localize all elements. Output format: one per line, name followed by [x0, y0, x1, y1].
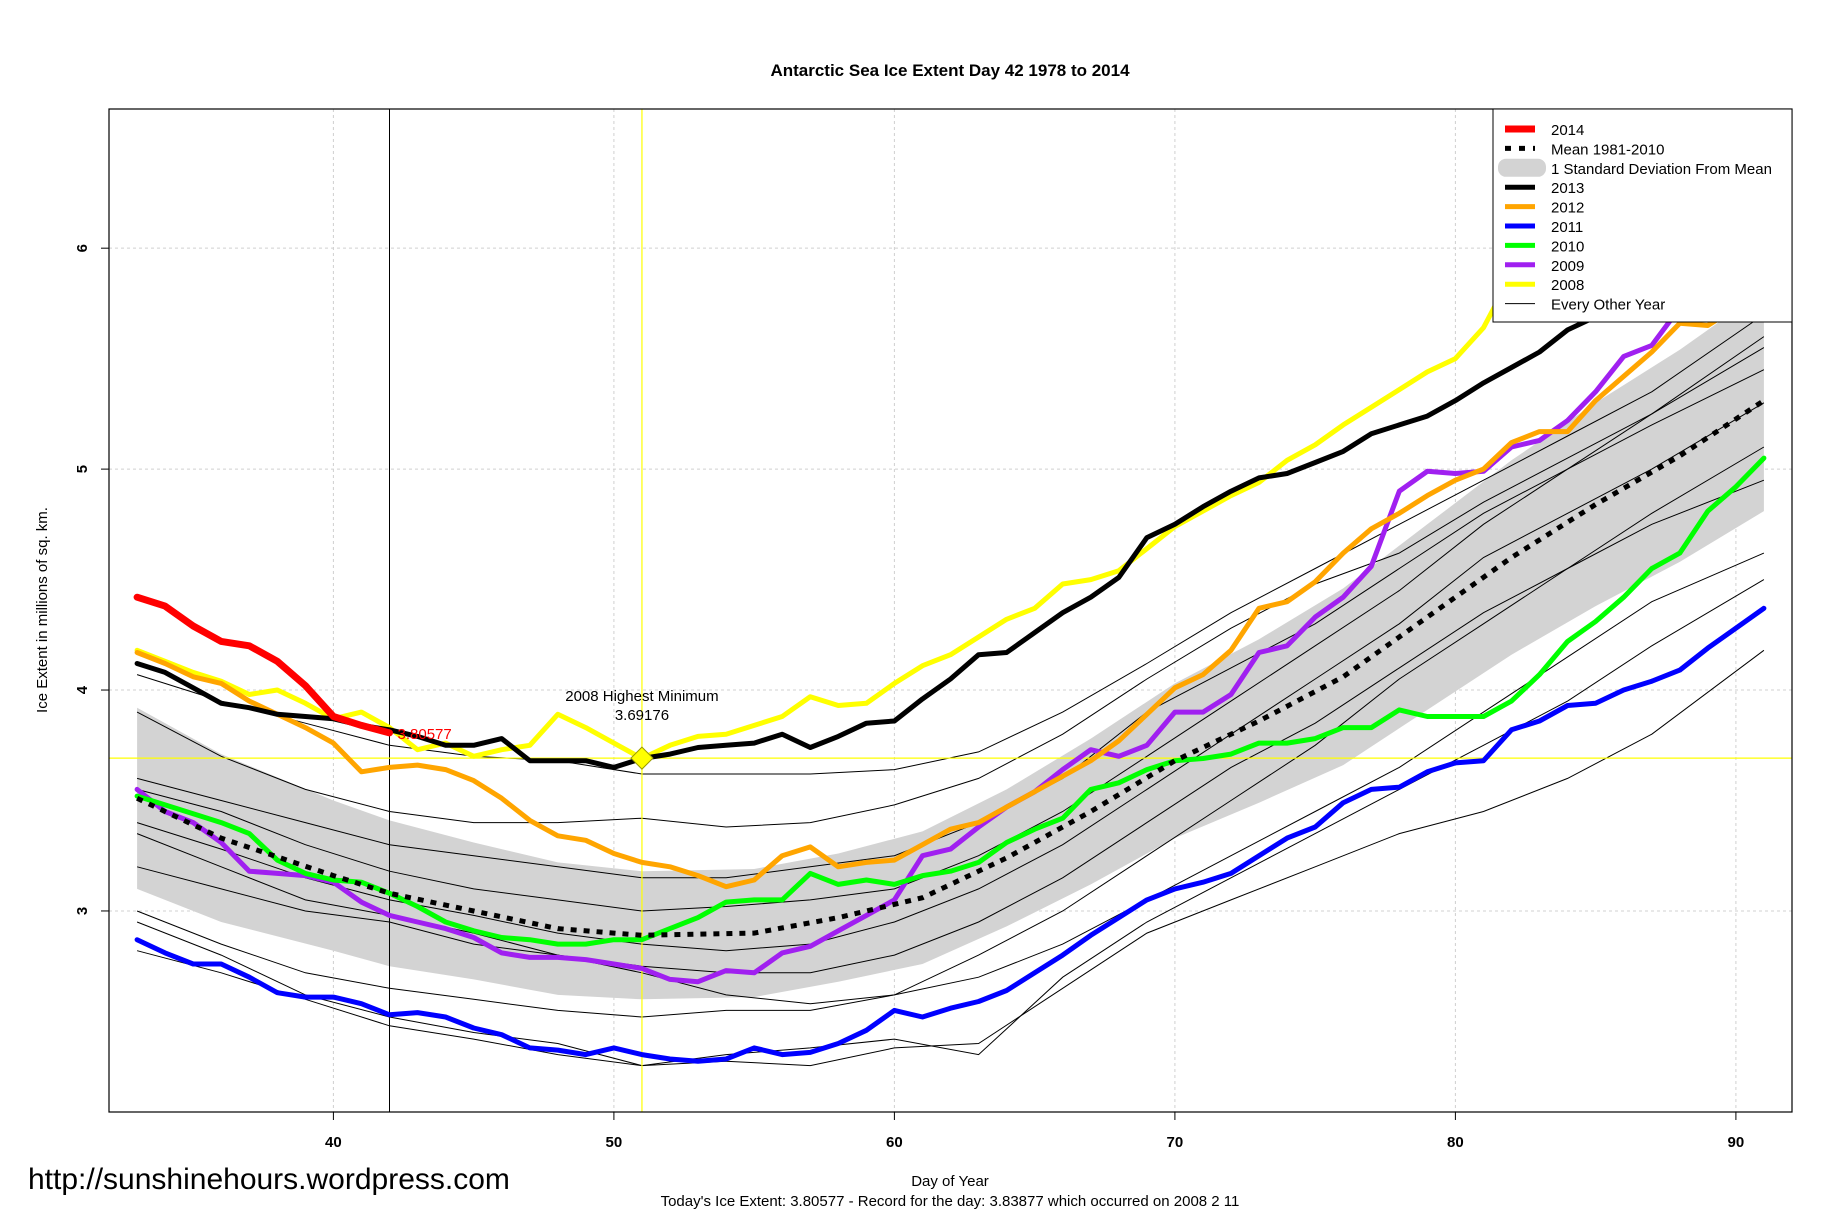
x-tick-label: 50	[606, 1134, 623, 1151]
other-year-line	[136, 314, 1765, 775]
plot-frame	[108, 108, 1793, 1113]
series-line-2011	[134, 605, 1767, 1064]
x-axis-label: Day of Year	[911, 1173, 989, 1190]
legend: 2014 Mean 1981-2010 1 Standard Deviation F…	[1492, 108, 1793, 323]
sd-band-area	[137, 290, 1764, 1000]
legend-box	[1492, 108, 1793, 323]
series-line-2010	[134, 455, 1767, 947]
x-tick-label: 80	[1447, 1134, 1464, 1151]
y-tick-label: 6	[74, 244, 91, 252]
sd-band	[137, 290, 1764, 1000]
legend-item-label: Every Other Year	[1551, 297, 1665, 314]
legend-item-label: Mean 1981-2010	[1551, 141, 1664, 158]
legend-item-label: 2011	[1551, 219, 1583, 236]
legend-item-label: 1 Standard Deviation From Mean	[1551, 161, 1772, 178]
legend-item-label: 2013	[1551, 180, 1584, 197]
other-year-line	[136, 479, 1765, 974]
other-year-line	[136, 649, 1765, 1067]
watermark-url: http://sunshinehours.wordpress.com	[28, 1163, 510, 1196]
annotation-diamond-marker	[630, 746, 654, 770]
x-tick-label: 60	[886, 1134, 903, 1151]
other-year-line	[136, 579, 1765, 1067]
series-line-2014	[133, 593, 393, 737]
annotations: 2008 Highest Minimum 3.69176 3.80577	[398, 688, 719, 770]
other-year-line	[136, 347, 1765, 828]
legend-swatch-band	[1498, 158, 1546, 177]
y-tick-label: 5	[74, 465, 91, 473]
x-tick-label: 90	[1728, 1134, 1745, 1151]
y-tick-label: 4	[74, 685, 91, 694]
x-tick-label: 40	[325, 1134, 342, 1151]
legend-item-label: 2010	[1551, 238, 1584, 255]
series-line-2013	[134, 214, 1767, 770]
legend-item-label: 2012	[1551, 200, 1584, 217]
y-axis-label: Ice Extent in millions of sq. km.	[34, 507, 51, 713]
reference-lines	[109, 109, 1792, 1112]
legend-item-label: 2014	[1551, 122, 1584, 139]
annotation-label: 2008 Highest Minimum	[565, 688, 718, 705]
subtitle: Today's Ice Extent: 3.80577 - Record for…	[661, 1193, 1240, 1210]
chart-title: Antarctic Sea Ice Extent Day 42 1978 to …	[770, 61, 1130, 80]
x-tick-label: 70	[1167, 1134, 1184, 1151]
legend-item-label: 2009	[1551, 258, 1584, 275]
annotation-value: 3.69176	[615, 707, 669, 724]
legend-item-label: 2008	[1551, 277, 1584, 294]
other-year-line	[136, 552, 1765, 1018]
current-value-label: 3.80577	[398, 726, 452, 743]
series-line-2012	[134, 287, 1767, 890]
y-tick-label: 3	[74, 907, 91, 915]
axes: 40 50 60 70 80 90 3 4 5 6	[74, 244, 1744, 1151]
